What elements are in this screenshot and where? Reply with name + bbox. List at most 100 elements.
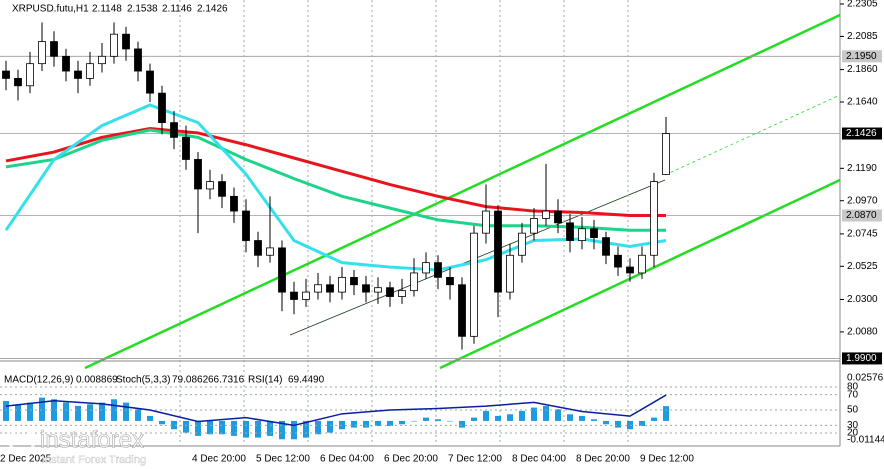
moving-average xyxy=(4,103,667,272)
candle-body xyxy=(398,290,406,297)
macd-bar xyxy=(87,404,93,421)
macd-bar xyxy=(207,420,213,435)
candle-body xyxy=(482,210,490,234)
macd-bar xyxy=(603,420,609,425)
candle-body xyxy=(518,232,526,256)
symbol: XRPUSD.futu,H1 xyxy=(12,4,89,15)
macd-bar xyxy=(471,417,477,421)
stoch-signal: 66.7316 xyxy=(208,375,245,386)
macd-bar xyxy=(507,414,513,421)
candle-body xyxy=(50,41,58,57)
trend-projection xyxy=(664,94,841,176)
candle-body xyxy=(458,284,466,337)
rsi-tick-label: 50 xyxy=(847,405,859,416)
candle-body xyxy=(410,272,418,292)
watermark-tagline: Instant Forex Trading xyxy=(42,454,146,466)
candle-body xyxy=(434,262,442,278)
macd-bar xyxy=(63,402,69,421)
macd-bar xyxy=(51,399,57,421)
candle-body xyxy=(602,237,610,256)
macd-bar xyxy=(483,410,489,421)
candle-body xyxy=(530,218,538,234)
candle-body xyxy=(98,55,106,65)
high: 2.1538 xyxy=(127,4,158,15)
candle-body xyxy=(14,78,22,87)
candle-body xyxy=(350,276,358,286)
candle-body xyxy=(290,291,298,300)
macd-bar xyxy=(255,420,261,438)
moving-average xyxy=(5,128,666,232)
y-tick-label: 2.0080 xyxy=(847,327,878,338)
candle-body xyxy=(338,276,346,293)
macd-bar xyxy=(183,420,189,433)
macd-bar xyxy=(219,420,225,435)
x-tick-label: 5 Dec 12:00 xyxy=(256,454,310,465)
level-label: 2.0870 xyxy=(846,210,877,221)
rsi-name: RSI(14) xyxy=(248,375,282,386)
level-box xyxy=(842,209,882,222)
candle-body xyxy=(194,159,202,190)
level-label: 2.1426 xyxy=(846,128,877,139)
candle-body xyxy=(638,254,646,274)
macd-bar xyxy=(27,402,33,421)
candle-body xyxy=(386,287,394,297)
candle-body xyxy=(626,266,634,274)
candle-body xyxy=(374,287,382,293)
macd-bar xyxy=(291,420,297,440)
x-tick-label: 6 Dec 20:00 xyxy=(384,454,438,465)
watermark-logo xyxy=(8,427,36,455)
x-tick-label: 2 Dec 2025 xyxy=(0,454,52,465)
candle-body xyxy=(62,55,70,72)
candle-body xyxy=(266,247,274,256)
macd-bar xyxy=(111,399,117,421)
y-tick-label: 2.1640 xyxy=(847,97,878,108)
macd-bar xyxy=(3,400,9,421)
y-tick-label: 2.0525 xyxy=(847,261,878,272)
macd-bar xyxy=(327,420,333,433)
candle-body xyxy=(566,222,574,241)
macd-bar xyxy=(267,420,273,436)
rsi-value: 69.4490 xyxy=(288,375,325,386)
x-tick-label: 4 Dec 20:00 xyxy=(192,454,246,465)
macd-bar xyxy=(231,420,237,436)
candle-body xyxy=(578,228,586,241)
macd-bar xyxy=(315,420,321,435)
y-tick-label: 2.1190 xyxy=(847,163,877,174)
y-tick-label: 2.2085 xyxy=(847,31,878,42)
candle-body xyxy=(242,210,250,241)
rsi-tick-label: 30 xyxy=(847,420,859,431)
candle-body xyxy=(110,33,118,57)
macd-bar xyxy=(75,405,81,421)
candle-body xyxy=(542,210,550,219)
level-box xyxy=(842,352,882,365)
macd-bar xyxy=(399,420,405,425)
candle-body xyxy=(230,195,238,212)
macd-bar xyxy=(567,414,573,421)
macd-bar xyxy=(123,402,129,421)
macd-bar xyxy=(579,415,585,421)
macd-name: MACD(12,26,9) xyxy=(4,375,73,386)
candle-body xyxy=(506,254,514,293)
macd-bar xyxy=(375,420,381,426)
macd-bar xyxy=(651,417,657,421)
rsi-tick-label: 20 xyxy=(847,428,859,439)
macd-bar xyxy=(639,420,645,426)
candle-body xyxy=(170,122,178,138)
y-tick-label: 2.2305 xyxy=(847,0,878,10)
moving-average xyxy=(5,127,666,217)
macd-bar xyxy=(39,397,45,421)
candle-body xyxy=(206,181,214,190)
candle-body xyxy=(590,228,598,238)
candle-body xyxy=(74,70,82,79)
candle-body xyxy=(278,247,286,293)
candle-body xyxy=(134,48,142,72)
candle-body xyxy=(470,232,478,337)
macd-bar xyxy=(243,420,249,438)
macd-bar xyxy=(387,420,393,426)
candle-body xyxy=(2,70,10,79)
candle-body xyxy=(158,92,166,124)
candle-body xyxy=(218,181,226,197)
macd-bar xyxy=(135,409,141,421)
